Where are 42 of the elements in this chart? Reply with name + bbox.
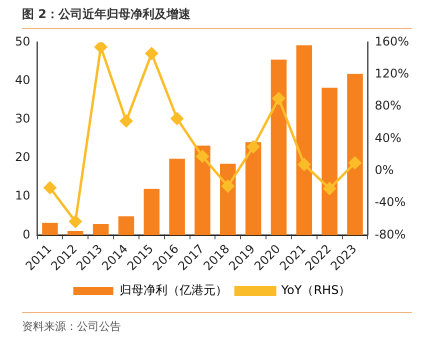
bar xyxy=(92,224,109,236)
y2-tick-label: 120% xyxy=(374,66,410,80)
bar xyxy=(42,222,58,236)
y-tick-label: 10 xyxy=(14,188,30,203)
bar xyxy=(347,74,363,236)
point xyxy=(44,182,56,194)
point xyxy=(247,140,260,154)
point xyxy=(323,182,336,195)
bar xyxy=(144,188,160,236)
y2-tick-label: -80% xyxy=(374,227,406,242)
text: 资料来源：公司公告 xyxy=(22,312,412,334)
y2-tick-label: -40% xyxy=(374,195,406,210)
bar xyxy=(270,60,287,236)
point xyxy=(170,112,184,125)
point xyxy=(298,158,310,171)
point xyxy=(145,47,158,60)
point xyxy=(222,180,234,192)
y-tick-label: 20 xyxy=(14,150,30,164)
bar xyxy=(169,158,185,236)
y2-tick-label: 0% xyxy=(374,163,394,178)
bar xyxy=(68,230,84,236)
y-tick-label: 40 xyxy=(14,72,30,87)
legend-label: 归母净利（亿港元） xyxy=(119,283,228,298)
bar xyxy=(322,88,338,236)
y-tick-label: 0 xyxy=(22,227,30,242)
point xyxy=(272,92,285,105)
bar xyxy=(245,142,262,236)
chart-title: 图 2：公司近年归母净利及增速 xyxy=(22,6,412,29)
legend-label: YoY（RHS） xyxy=(280,283,351,298)
bar xyxy=(118,216,134,236)
point xyxy=(120,114,132,128)
bar xyxy=(296,45,312,236)
point xyxy=(69,215,82,228)
point xyxy=(196,150,209,163)
bar xyxy=(194,146,210,236)
y-tick-label: 50 xyxy=(14,34,30,48)
y-tick-label: 30 xyxy=(14,112,30,126)
y2-tick-label: 80% xyxy=(374,98,402,113)
point xyxy=(348,156,362,170)
y2-tick-label: 40% xyxy=(374,130,402,145)
point xyxy=(94,42,108,54)
y2-tick-label: 160% xyxy=(374,34,410,48)
